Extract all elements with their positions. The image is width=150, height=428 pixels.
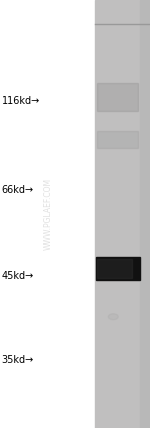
Bar xyxy=(97,259,132,278)
Text: 66kd→: 66kd→ xyxy=(2,185,34,196)
Bar xyxy=(96,257,140,280)
Text: 45kd→: 45kd→ xyxy=(2,271,34,281)
Text: 35kd→: 35kd→ xyxy=(2,354,34,365)
Bar xyxy=(97,83,138,111)
Ellipse shape xyxy=(108,314,118,320)
Bar xyxy=(140,0,150,428)
Text: 116kd→: 116kd→ xyxy=(2,95,40,106)
Text: WWW.PGLAEF.COM: WWW.PGLAEF.COM xyxy=(44,178,52,250)
Bar xyxy=(95,0,150,428)
Bar xyxy=(97,131,138,148)
